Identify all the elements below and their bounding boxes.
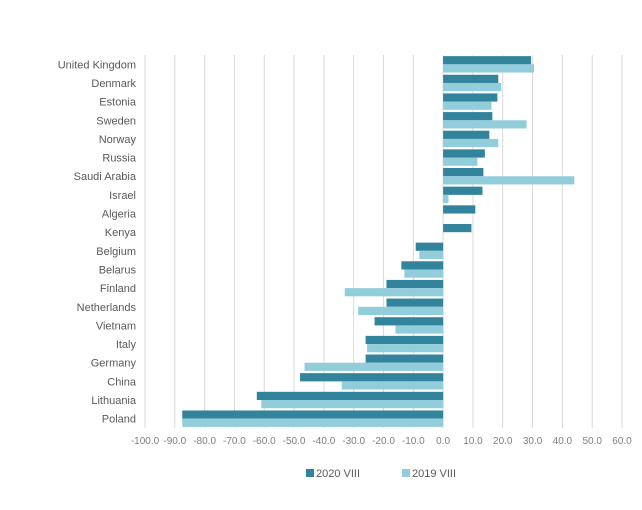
bar-2019 [443, 64, 535, 73]
x-tick-label: -90.0 [163, 436, 186, 447]
bar-2020 [401, 261, 444, 270]
bar-2020 [443, 74, 499, 83]
bar-2020 [182, 410, 444, 419]
x-tick-label: 60.0 [612, 436, 632, 447]
bar-2019 [443, 157, 478, 166]
bar-2019 [419, 250, 444, 260]
category-label: Netherlands [77, 302, 137, 314]
bar-2020 [415, 242, 444, 251]
bar-2019 [395, 325, 444, 334]
category-label: United Kingdom [58, 59, 136, 71]
bar-2020 [443, 223, 472, 233]
bar-2019 [358, 306, 444, 315]
bar-2020 [300, 373, 444, 382]
x-axis-tick-labels: -100.0 -90.0 -80.0 -70.0 -60.0 -50.0 -40.0 -30.… [131, 436, 632, 447]
bar-2020 [443, 93, 498, 102]
legend-label-2019: 2019 VIII [412, 468, 456, 480]
bar-2020 [365, 354, 444, 363]
category-label: Belarus [99, 264, 137, 276]
bar-2020 [443, 168, 484, 177]
category-label: Norway [99, 134, 137, 146]
gridlines [144, 55, 623, 428]
bar-2020 [443, 149, 485, 158]
legend-swatch-2020 [306, 469, 314, 477]
legend-swatch-2019 [402, 469, 410, 477]
category-label: Poland [102, 414, 136, 426]
bar-2019 [341, 381, 444, 390]
bar-2019 [367, 344, 444, 353]
bar-2019 [182, 418, 444, 427]
bar-2019 [443, 120, 527, 129]
x-tick-label: 20.0 [493, 436, 513, 447]
bar-2020 [256, 391, 444, 401]
bar-2020 [443, 205, 476, 214]
bar-2019 [443, 101, 492, 110]
x-tick-label: 0.0 [436, 436, 450, 447]
x-tick-label: -100.0 [131, 436, 160, 447]
bar-2020 [386, 298, 444, 307]
bar-2019 [443, 176, 575, 185]
x-tick-label: 10.0 [463, 436, 483, 447]
x-tick-label: 50.0 [582, 436, 602, 447]
x-tick-label: -60.0 [253, 436, 276, 447]
category-label: Belgium [96, 246, 136, 258]
bar-2020 [374, 317, 444, 326]
legend-label-2020: 2020 VIII [316, 468, 360, 480]
category-label: Finland [100, 283, 136, 295]
x-tick-label: -10.0 [402, 436, 425, 447]
category-label: Germany [91, 358, 137, 370]
bar-2020 [443, 112, 493, 121]
bar-2020 [386, 279, 444, 289]
x-tick-label: -40.0 [312, 436, 335, 447]
category-label: China [107, 376, 137, 388]
x-tick-label: -70.0 [223, 436, 246, 447]
x-tick-label: 30.0 [523, 436, 543, 447]
legend: 2020 VIII 2019 VIII [306, 468, 456, 480]
bars [182, 56, 575, 427]
category-labels: United Kingdom Denmark Estonia Sweden Norway… [58, 59, 137, 425]
category-label: Vietnam [96, 320, 136, 332]
bar-2019 [443, 82, 502, 92]
x-tick-label: 40.0 [553, 436, 573, 447]
category-label: Lithuania [91, 395, 137, 407]
bar-2019 [404, 269, 444, 278]
bar-2019 [443, 194, 449, 204]
category-label: Saudi Arabia [74, 171, 137, 183]
category-label: Italy [116, 339, 137, 351]
bar-2019 [261, 400, 444, 409]
category-label: Russia [102, 153, 137, 165]
x-tick-label: -30.0 [342, 436, 365, 447]
x-tick-label: -80.0 [193, 436, 216, 447]
x-tick-label: -50.0 [283, 436, 306, 447]
bar-2019 [344, 288, 444, 297]
category-label: Israel [109, 190, 136, 202]
bar-2020 [443, 186, 483, 195]
bar-2020 [365, 335, 444, 345]
bar-2020 [443, 56, 532, 65]
bar-2019 [304, 362, 444, 371]
category-label: Estonia [99, 97, 137, 109]
category-label: Denmark [91, 78, 136, 90]
bar-2019 [443, 138, 499, 148]
category-label: Sweden [96, 115, 136, 127]
bar-2020 [443, 130, 490, 139]
x-tick-label: -20.0 [372, 436, 395, 447]
category-label: Algeria [102, 209, 137, 221]
category-label: Kenya [105, 227, 137, 239]
